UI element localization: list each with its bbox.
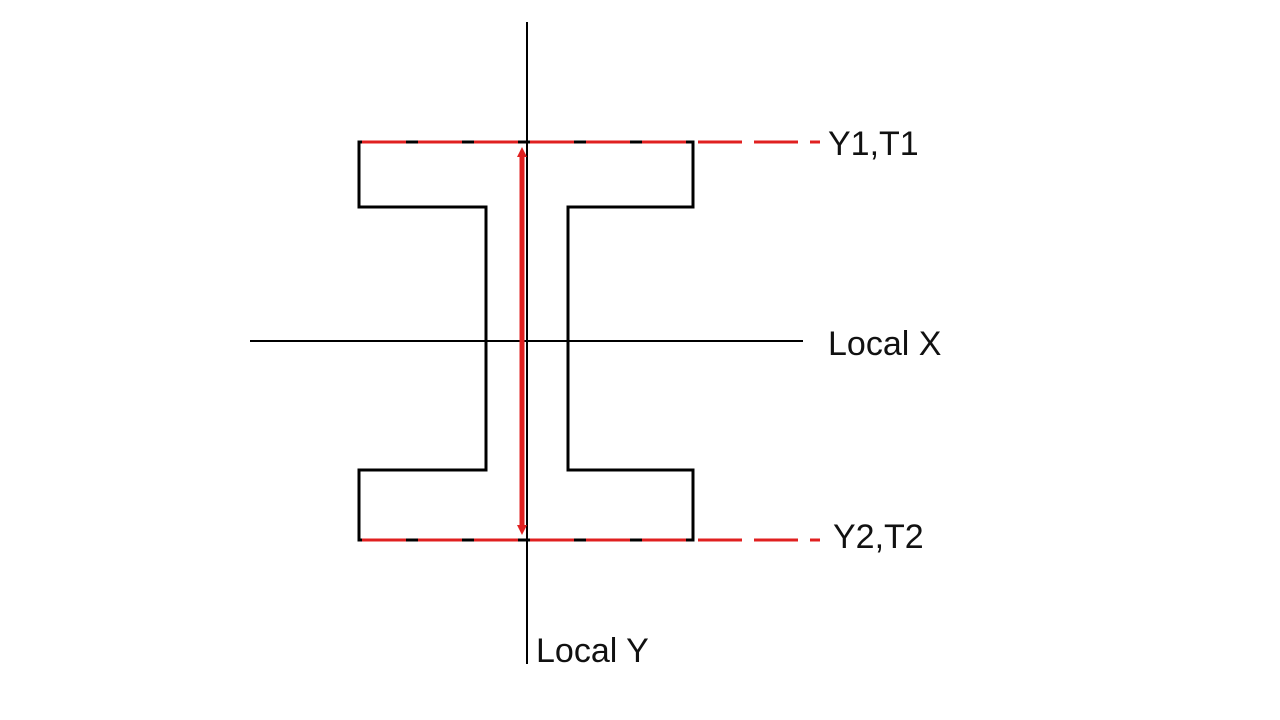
label-y1-t1: Y1,T1 [828, 125, 919, 163]
label-local-y: Local Y [536, 632, 649, 670]
label-local-x: Local X [828, 325, 941, 363]
label-y2-t2: Y2,T2 [833, 518, 924, 556]
i-beam-outline [357, 140, 695, 542]
